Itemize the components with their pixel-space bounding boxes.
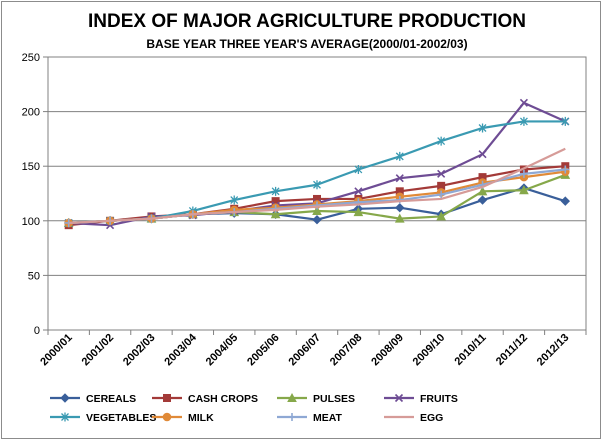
x-tick-label: 2005/06: [245, 332, 282, 369]
legend-item-pulses: PULSES: [277, 392, 355, 405]
data-point-fruits: [395, 174, 404, 183]
data-point-cereals: [312, 215, 322, 225]
y-tick-label: 150: [22, 161, 40, 173]
legend-item-meat: MEAT: [277, 412, 343, 424]
legend-label-egg: EGG: [420, 412, 443, 424]
data-point-pulses: [477, 186, 488, 196]
legend-label-vegetables: VEGETABLES: [86, 412, 156, 424]
x-tick-label: 2008/09: [369, 332, 406, 369]
chart-subtitle: BASE YEAR THREE YEAR'S AVERAGE(2000/01-2…: [146, 37, 467, 51]
data-point-meat: [561, 165, 570, 174]
y-tick-label: 50: [28, 270, 40, 282]
data-point-vegetables: [395, 151, 404, 161]
data-point-vegetables: [519, 116, 528, 126]
legend-marker-milk: [162, 412, 172, 422]
legend: CEREALS CASH CROPS PULSES FRUITS VEGETABLES M…: [50, 392, 458, 424]
legend-item-milk: MILK: [152, 412, 214, 424]
data-point-vegetables: [437, 136, 446, 146]
data-point-fruits: [354, 187, 363, 196]
legend-marker-cash-crops: [163, 394, 171, 402]
legend-item-cash-crops: CASH CROPS: [152, 393, 258, 405]
x-tick-label: 2003/04: [162, 331, 199, 368]
data-point-vegetables: [561, 116, 570, 126]
x-tick-label: 2006/07: [287, 332, 324, 369]
data-point-pulses: [519, 185, 529, 195]
data-point-fruits: [437, 169, 446, 178]
x-tick-label: 2012/13: [535, 332, 572, 369]
legend-item-cereals: CEREALS: [50, 393, 136, 405]
data-point-fruits: [519, 98, 528, 107]
data-point-vegetables: [478, 123, 487, 133]
plot-area: 0 50 100 150 200 250 2000/01 2001/02 2002/03 2003…: [22, 52, 587, 369]
legend-marker-cereals: [60, 393, 70, 403]
y-tick-label: 0: [34, 325, 40, 337]
legend-item-egg: EGG: [384, 412, 443, 424]
x-tick-label: 2002/03: [121, 332, 158, 369]
legend-marker-pulses: [287, 392, 297, 402]
legend-item-vegetables: VEGETABLES: [50, 412, 156, 424]
x-tick-label: 2000/01: [38, 332, 75, 369]
y-tick-label: 100: [22, 216, 40, 228]
legend-label-cash-crops: CASH CROPS: [188, 393, 258, 405]
legend-label-cereals: CEREALS: [86, 393, 136, 405]
x-tick-label: 2009/10: [411, 332, 448, 369]
data-point-pulses: [312, 205, 322, 215]
data-point-meat: [519, 169, 528, 178]
data-point-pulses: [394, 213, 405, 223]
data-point-vegetables: [271, 186, 280, 196]
x-tick-label: 2004/05: [204, 332, 241, 369]
series-egg: [68, 147, 566, 225]
legend-marker-vegetables: [61, 412, 69, 422]
data-point-cereals: [395, 202, 405, 213]
x-tick-label: 2001/02: [80, 332, 117, 369]
data-point-cereals: [477, 195, 488, 205]
x-tick-label: 2011/12: [494, 332, 530, 368]
data-point-vegetables: [230, 195, 239, 205]
chart-title: INDEX OF MAJOR AGRICULTURE PRODUCTION: [88, 11, 526, 32]
x-tick-label: 2007/08: [328, 332, 365, 369]
data-point-vegetables: [354, 164, 363, 174]
data-point-cereals: [560, 196, 571, 206]
legend-label-pulses: PULSES: [313, 393, 355, 405]
series-line-egg: [68, 147, 566, 225]
legend-item-fruits: FRUITS: [384, 393, 458, 405]
data-point-pulses: [270, 209, 281, 219]
data-point-pulses: [353, 207, 364, 217]
data-point-fruits: [478, 150, 487, 159]
legend-marker-fruits: [394, 393, 404, 403]
x-tick-label: 2010/11: [452, 332, 488, 368]
data-point-vegetables: [313, 180, 321, 190]
data-point-meat: [437, 190, 446, 199]
legend-label-meat: MEAT: [313, 412, 343, 424]
legend-label-milk: MILK: [188, 412, 214, 424]
legend-marker-meat: [288, 413, 296, 421]
data-point-pulses: [436, 211, 446, 221]
legend-label-fruits: FRUITS: [420, 393, 458, 405]
y-tick-label: 250: [22, 52, 40, 64]
y-tick-label: 200: [22, 107, 40, 119]
